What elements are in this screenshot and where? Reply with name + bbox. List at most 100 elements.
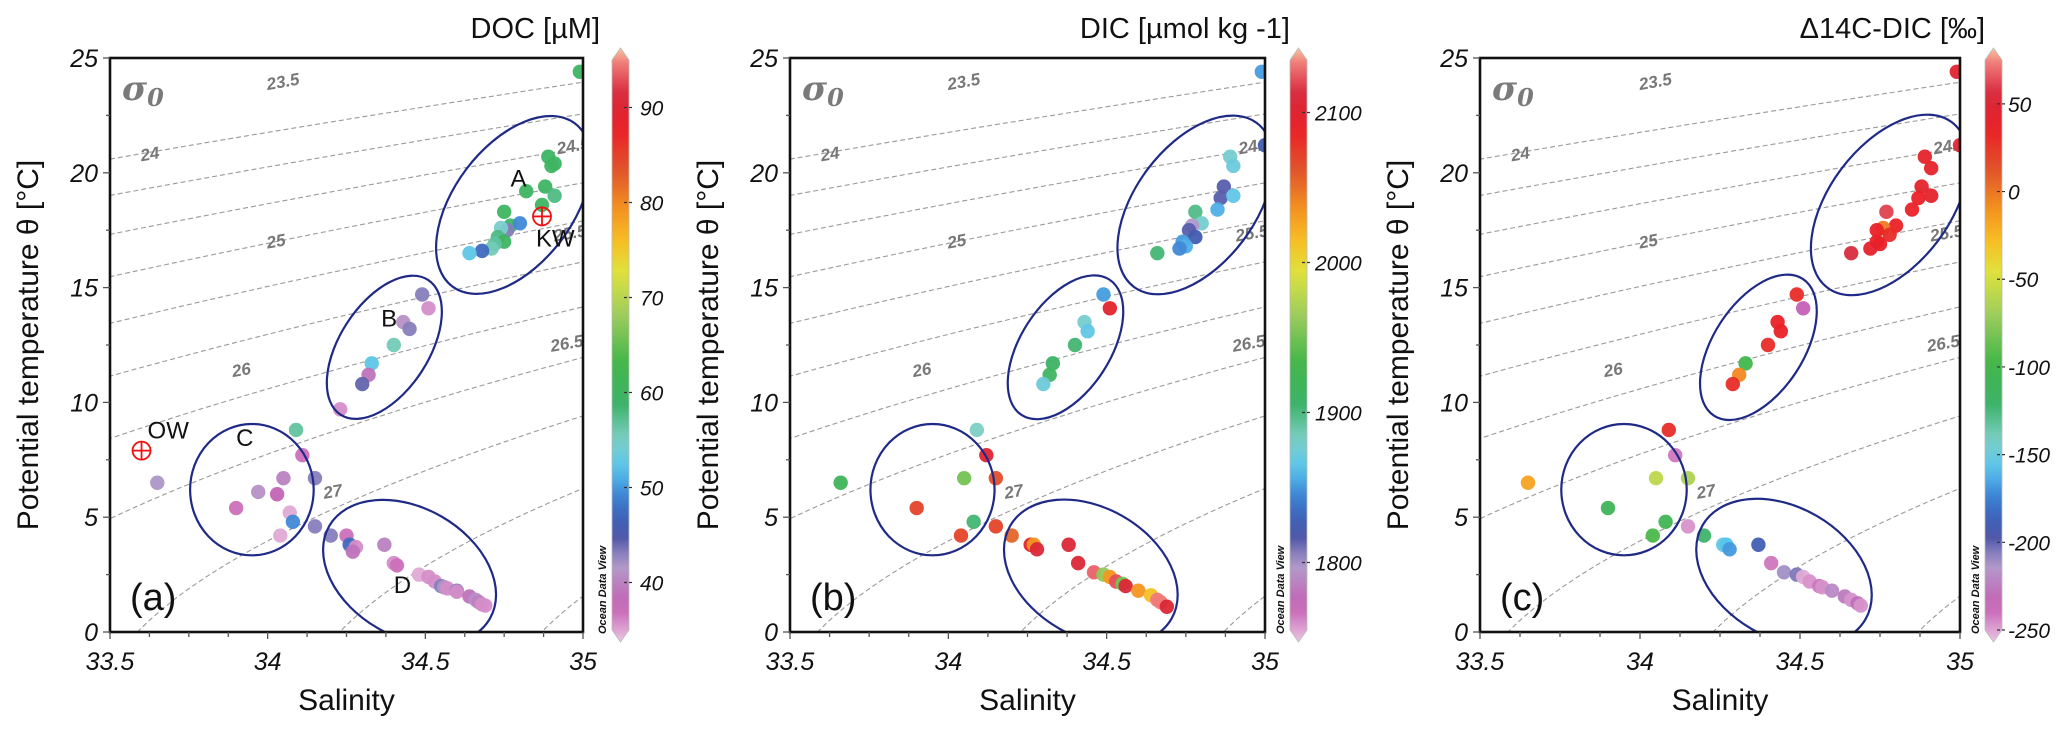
- data-point: [1102, 301, 1118, 316]
- water-mass-ellipse: [1560, 422, 1688, 557]
- isopycnal-label: 27: [1002, 481, 1026, 503]
- data-point: [1760, 337, 1776, 353]
- isopycnal-line: [1507, 415, 1960, 632]
- isopycnal-line: [1480, 356, 1960, 520]
- data-point: [1257, 138, 1265, 153]
- data-point: [1172, 241, 1187, 256]
- water-mass-ellipse: [1695, 497, 1873, 632]
- isopycnal-line: [790, 81, 1265, 160]
- data-point: [1029, 542, 1045, 557]
- data-point: [1661, 422, 1677, 438]
- data-point: [389, 558, 405, 573]
- x-tick-label: 34.5: [1776, 648, 1825, 676]
- data-point: [402, 321, 417, 337]
- y-tick-label: 15: [1440, 275, 1468, 303]
- water-mass-ellipse: [1809, 113, 1960, 297]
- isopycnal-label: 23.5: [945, 70, 982, 95]
- data-point: [1226, 158, 1241, 174]
- isopycnal-label: 25: [1636, 230, 1659, 252]
- x-tick-label: 34.5: [1082, 648, 1131, 676]
- colorbar-tick-label: 1800: [1315, 553, 1362, 576]
- data-point: [1680, 470, 1696, 486]
- colorbar-tick-label: -200: [2008, 532, 2050, 555]
- group-label-a: A: [510, 166, 526, 193]
- isopycnal-line: [136, 415, 583, 632]
- y-tick-label: 10: [1440, 389, 1468, 417]
- data-point: [1254, 64, 1265, 79]
- colorbar-tick-label: 40: [640, 573, 664, 596]
- data-point: [1520, 475, 1536, 490]
- group-label-b: B: [381, 306, 397, 333]
- isopycnal-line: [110, 220, 583, 324]
- colorbar-tick-label: 50: [640, 478, 664, 501]
- data-point: [1914, 179, 1929, 194]
- data-point: [1131, 583, 1146, 598]
- y-tick-label: 25: [749, 45, 778, 73]
- x-tick-label: 35: [569, 648, 597, 676]
- colorbar-tick-label: 2100: [1314, 103, 1362, 126]
- data-point: [1773, 324, 1789, 339]
- colorbar-bar: [1984, 47, 2003, 643]
- colorbar-tick-label: 0: [2008, 182, 2020, 205]
- x-tick-label: 35: [1946, 648, 1974, 676]
- data-point: [988, 470, 1004, 486]
- odv-watermark: Ocean Data View: [1970, 544, 1982, 634]
- data-point: [364, 356, 379, 371]
- water-mass-ellipse: [434, 114, 583, 295]
- data-point: [1844, 245, 1859, 261]
- isopycnal-label: 26: [910, 359, 933, 381]
- data-point: [547, 188, 562, 203]
- colorbar-tick-label: 50: [2008, 94, 2032, 117]
- x-tick-label: 34: [254, 648, 282, 676]
- data-point: [285, 514, 301, 529]
- data-point: [1658, 514, 1673, 529]
- isopycnal-label: 26.5: [1230, 331, 1267, 356]
- data-point: [449, 584, 465, 600]
- data-point: [345, 544, 361, 559]
- y-tick-label: 10: [70, 389, 98, 417]
- isopycnal-label: 26: [229, 359, 252, 381]
- data-point: [1796, 301, 1811, 316]
- data-point: [355, 376, 370, 392]
- x-axis-title: Salinity: [1672, 684, 1769, 717]
- data-point: [1210, 202, 1225, 217]
- data-point: [269, 487, 285, 502]
- x-axis-title: Salinity: [298, 684, 395, 717]
- data-point: [1904, 202, 1920, 217]
- data-point: [909, 500, 924, 516]
- data-point: [1863, 241, 1878, 256]
- sigma0-label: σ0: [122, 69, 164, 112]
- data-point: [377, 537, 392, 552]
- isopycnal-line: [790, 261, 1265, 377]
- data-point: [1924, 188, 1939, 203]
- data-point: [1080, 324, 1095, 339]
- data-point: [273, 528, 288, 543]
- data-point: [462, 245, 477, 261]
- isopycnal-line: [1480, 81, 1960, 160]
- data-point: [1150, 245, 1165, 261]
- data-point: [1067, 337, 1083, 353]
- endmember-label-kw: KW: [536, 225, 575, 252]
- colorbar-tick-label: 80: [640, 193, 664, 216]
- y-tick-label: 5: [764, 504, 778, 532]
- water-mass-ellipse: [1002, 498, 1179, 632]
- y-tick-label: 5: [1454, 504, 1468, 532]
- data-point: [953, 528, 969, 543]
- y-tick-label: 25: [1439, 45, 1468, 73]
- y-tick-label: 0: [84, 619, 98, 647]
- data-point: [276, 470, 291, 486]
- data-point: [1789, 287, 1805, 302]
- isopycnal-label: 26.5: [1924, 331, 1961, 356]
- y-tick-label: 20: [1439, 160, 1468, 188]
- colorbar-tick-label: 70: [640, 288, 664, 311]
- isopycnal-line: [110, 182, 583, 278]
- x-tick-label: 33.5: [86, 648, 135, 676]
- data-point: [421, 301, 436, 316]
- data-point: [307, 470, 323, 486]
- isopycnal-line: [110, 81, 583, 160]
- data-point: [474, 243, 490, 259]
- isopycnal-label: 24.5: [1931, 134, 1968, 159]
